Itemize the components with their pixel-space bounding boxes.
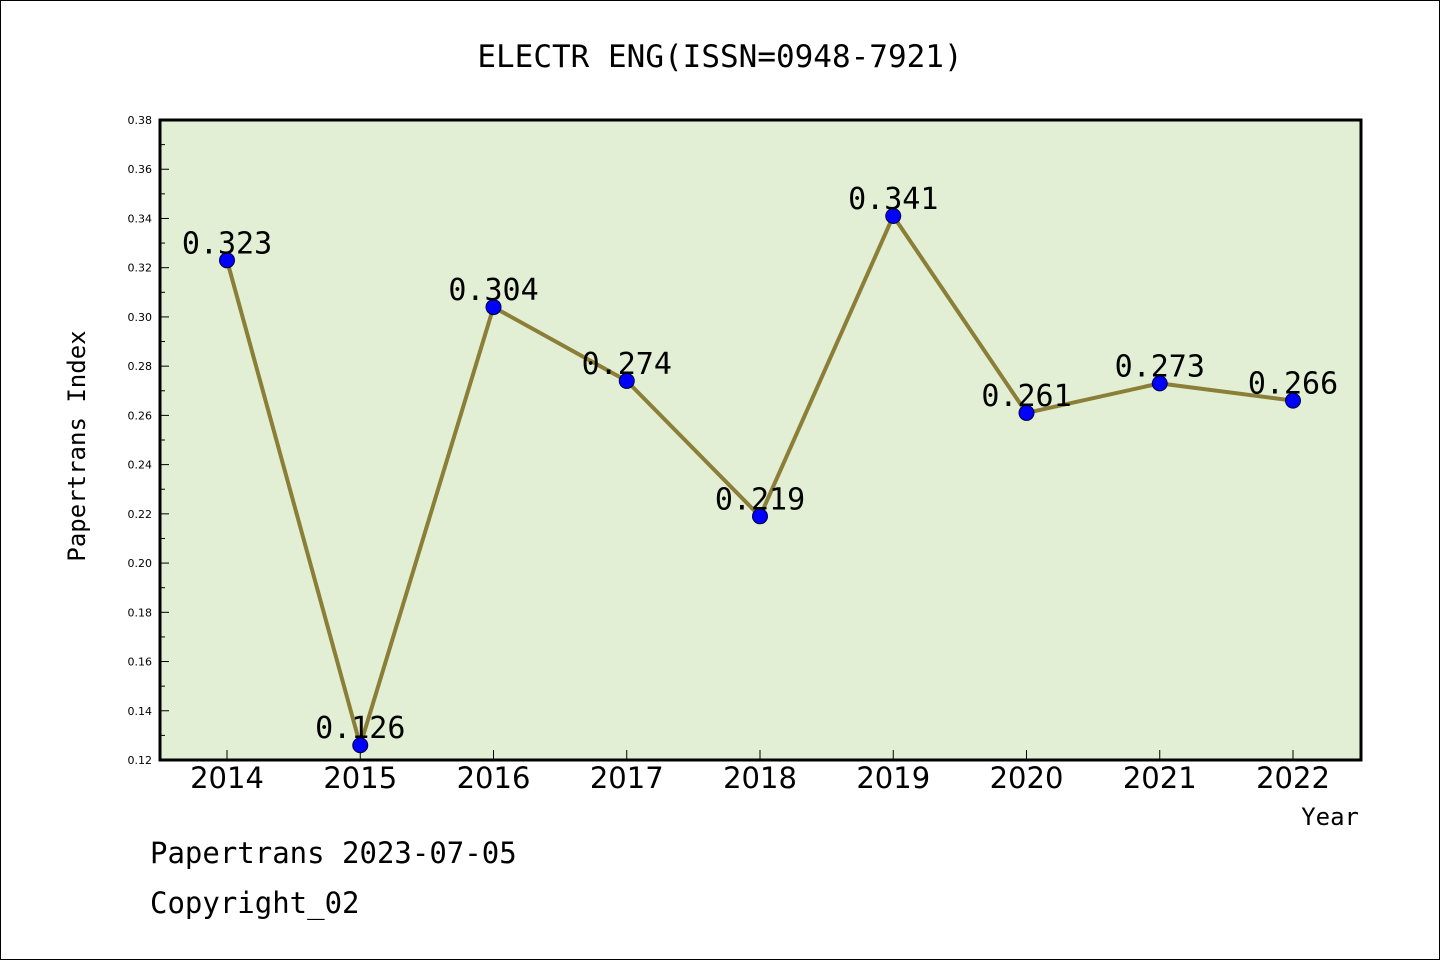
x-axis: 2014 2015 2016 2017 2018 2019 2020 2021 2022 <box>190 750 1330 795</box>
plot-area <box>158 118 1363 762</box>
data-point <box>1151 375 1168 392</box>
y-tick-label: 0.20 <box>128 557 153 570</box>
y-axis-label: Papertrans Index <box>63 330 91 561</box>
y-tick-label: 0.38 <box>128 114 153 127</box>
data-label: 0.341 <box>848 182 938 217</box>
data-label: 0.304 <box>448 273 538 308</box>
y-tick-label: 0.24 <box>128 459 153 472</box>
y-tick-label: 0.26 <box>128 409 153 422</box>
y-tick-label: 0.12 <box>128 754 153 767</box>
data-point <box>752 508 768 525</box>
data-label: 0.323 <box>182 226 272 261</box>
chart-title: ELECTR ENG(ISSN=0948-7921) <box>477 39 962 75</box>
y-tick-label: 0.28 <box>128 360 153 373</box>
y-tick-label: 0.32 <box>128 262 153 275</box>
data-point <box>1285 392 1301 409</box>
y-tick-label: 0.16 <box>128 656 153 669</box>
y-axis: 0.12 0.14 0.16 0.18 0.20 0.22 0.24 0.26 0.28 0.30… <box>128 114 169 767</box>
data-labels: 0.323 0.126 0.304 0.274 0.219 0.341 0.261 0.273… <box>182 182 1338 746</box>
x-tick-label: 2016 <box>457 761 531 795</box>
data-point <box>1018 404 1035 421</box>
x-tick-label: 2020 <box>990 761 1064 795</box>
x-tick-label: 2014 <box>190 761 264 795</box>
data-point <box>618 372 635 389</box>
data-label: 0.261 <box>981 379 1071 414</box>
footer-copyright: Copyright_02 <box>150 886 360 920</box>
data-label: 0.273 <box>1115 349 1205 384</box>
data-label: 0.274 <box>582 347 672 382</box>
x-tick-label: 2018 <box>723 761 797 795</box>
x-tick-label: 2015 <box>323 761 397 795</box>
data-point <box>352 737 369 754</box>
x-axis-label: Year <box>1301 803 1359 831</box>
y-tick-label: 0.36 <box>128 163 153 176</box>
data-point <box>485 299 502 316</box>
y-tick-label: 0.22 <box>128 508 153 521</box>
data-point <box>219 252 235 269</box>
y-tick-label: 0.18 <box>128 606 153 619</box>
data-label: 0.126 <box>315 711 405 746</box>
data-label: 0.266 <box>1248 367 1338 402</box>
x-tick-label: 2022 <box>1256 761 1330 795</box>
data-point <box>885 208 902 224</box>
data-points <box>219 208 1301 754</box>
x-tick-label: 2017 <box>590 761 664 795</box>
y-tick-label: 0.14 <box>128 705 153 718</box>
data-label: 0.219 <box>715 482 805 517</box>
x-tick-label: 2021 <box>1123 761 1197 795</box>
y-tick-label: 0.34 <box>128 212 153 225</box>
y-tick-label: 0.30 <box>128 311 153 324</box>
x-tick-label: 2019 <box>856 761 930 795</box>
footer-date: Papertrans 2023-07-05 <box>150 836 517 870</box>
